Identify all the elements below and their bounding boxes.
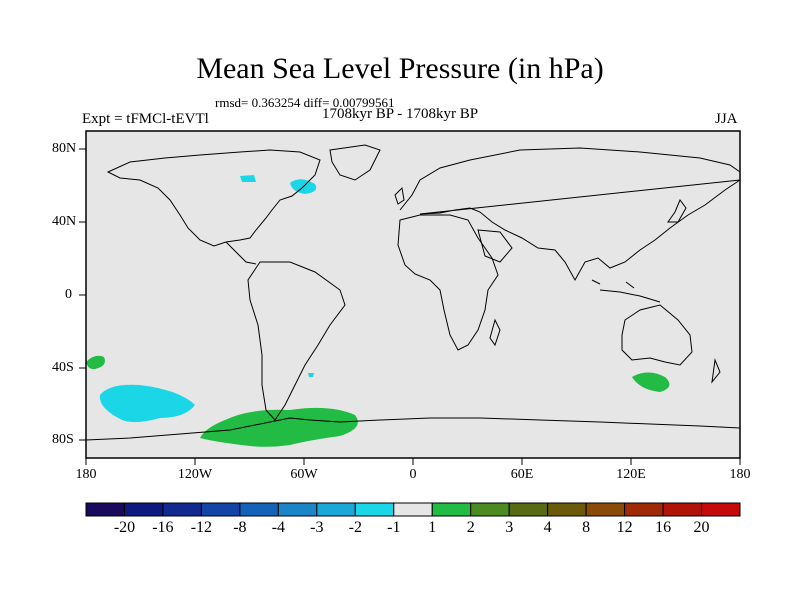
colorbar-label: -4 <box>271 519 286 536</box>
colorbar-box <box>239 502 279 517</box>
season-label: JJA <box>715 111 738 127</box>
colorbar-label: 8 <box>582 519 591 536</box>
coastline-north-america <box>106 149 321 247</box>
colorbar-box <box>162 502 202 517</box>
lon-label-120e: 120E <box>616 467 646 482</box>
stats-label: rmsd= 0.363254 diff= 0.00799561 <box>215 95 395 110</box>
colorbar-label: 2 <box>466 519 475 536</box>
positive-anomaly-patch <box>200 407 358 447</box>
colorbar-box <box>470 502 510 517</box>
colorbar-box <box>547 502 587 517</box>
lon-label-180e: 180 <box>729 467 751 482</box>
colorbar <box>85 502 741 517</box>
lat-label-80s: 80S <box>52 432 74 447</box>
coastline-arabia <box>477 229 513 263</box>
colorbar-box <box>393 502 433 517</box>
lon-label-60e: 60E <box>510 467 534 482</box>
colorbar-box <box>85 502 125 517</box>
colorbar-label: 20 <box>693 519 710 536</box>
map-title: Mean Sea Level Pressure (in hPa) <box>196 52 604 85</box>
colorbar-label: 1 <box>428 519 437 536</box>
anomaly-patches <box>86 175 670 447</box>
colorbar-label: 16 <box>655 519 672 536</box>
lat-label-40s: 40S <box>52 360 74 375</box>
period-label: 1708kyr BP - 1708kyr BP <box>322 106 479 122</box>
colorbar-box <box>316 502 356 517</box>
coastlines <box>85 144 741 441</box>
lon-label-180w: 180 <box>75 467 97 482</box>
colorbar-label: -1 <box>387 519 401 536</box>
colorbar-label: -2 <box>348 519 362 536</box>
lat-label-80n: 80N <box>52 141 77 156</box>
lon-label-60w: 60W <box>290 467 318 482</box>
positive-anomaly-patch <box>86 355 105 370</box>
colorbar-label: -20 <box>113 519 136 536</box>
colorbar-box <box>431 502 472 517</box>
coastline-madagascar <box>489 318 501 347</box>
colorbar-box <box>701 502 741 517</box>
coastline-australia <box>621 304 693 366</box>
colorbar-box <box>624 502 664 517</box>
colorbar-label: 4 <box>543 519 552 536</box>
colorbar-label: -3 <box>310 519 324 536</box>
colorbar-box <box>585 502 626 517</box>
coastline-europe-asia <box>399 147 741 282</box>
colorbar-box <box>662 502 703 517</box>
colorbar-box <box>277 502 318 517</box>
coastline-british-isles <box>394 186 405 205</box>
colorbar-label: 12 <box>616 519 633 536</box>
coastline-south-america <box>247 261 346 421</box>
colorbar-box <box>200 502 241 517</box>
coastline-africa <box>397 214 499 351</box>
colorbar-label: -12 <box>190 519 213 536</box>
axis-ticks <box>79 148 741 465</box>
coastline-antarctica <box>85 417 741 441</box>
positive-anomaly-patch <box>632 372 670 392</box>
lat-label-40n: 40N <box>52 214 77 229</box>
colorbar-box <box>508 502 549 517</box>
colorbar-box <box>354 502 395 517</box>
experiment-label: Expt = tFMCl-tEVTl <box>82 111 209 127</box>
lat-label-0: 0 <box>65 287 72 302</box>
negative-anomaly-patch <box>99 384 195 423</box>
lon-label-120w: 120W <box>177 467 213 482</box>
lon-label-0: 0 <box>409 467 417 482</box>
coastline-new-zealand <box>711 358 721 384</box>
negative-anomaly-patch <box>308 373 314 377</box>
colorbar-label: -16 <box>152 519 174 536</box>
colorbar-label: -8 <box>233 519 247 536</box>
coastline-central-america <box>225 241 257 265</box>
colorbar-label: 3 <box>505 519 514 536</box>
coastline-japan <box>667 199 687 223</box>
coastline-maritime-asia <box>591 279 661 303</box>
negative-anomaly-patch <box>240 175 256 182</box>
colorbar-box <box>123 502 164 517</box>
coastline-greenland <box>329 144 381 181</box>
